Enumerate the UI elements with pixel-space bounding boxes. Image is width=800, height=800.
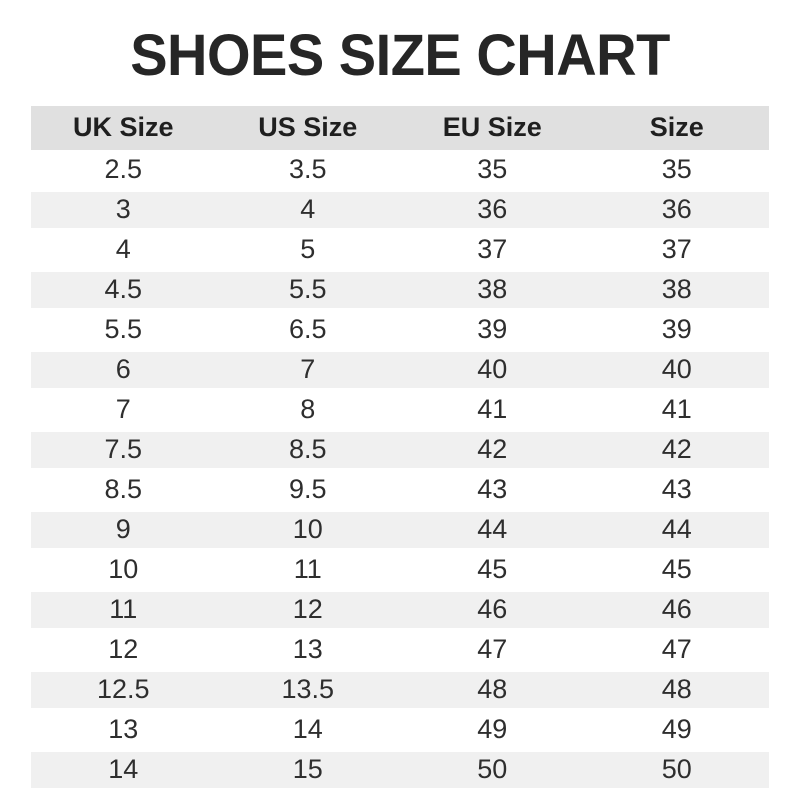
table-cell: 46: [661, 594, 692, 625]
table-row: 8.5 9.5 43 43: [31, 469, 769, 510]
table-cell: 10: [108, 554, 139, 585]
table-cell: 11: [293, 554, 322, 585]
table-cell: 46: [477, 594, 508, 625]
table-cell: 39: [477, 314, 508, 345]
table-cell: 5: [300, 234, 316, 265]
table-cell: 4: [115, 234, 131, 265]
table-cell: 50: [661, 754, 692, 785]
table-cell: 36: [477, 194, 508, 225]
table-row: 7 8 41 41: [31, 389, 769, 430]
table-cell: 3.5: [288, 154, 327, 185]
table-cell: 13.5: [281, 674, 335, 705]
table-cell: 41: [477, 394, 508, 425]
table-cell: 39: [661, 314, 692, 345]
table-row: 11 12 46 46: [31, 589, 769, 630]
table-cell: 4.5: [104, 274, 143, 305]
table-cell: 36: [661, 194, 692, 225]
table-cell: 40: [477, 354, 508, 385]
table-cell: 12.5: [96, 674, 150, 705]
table-row: 14 15 50 50: [31, 749, 769, 790]
table-cell: 13: [292, 634, 323, 665]
table-cell: 47: [477, 634, 508, 665]
table-cell: 2.5: [104, 154, 143, 185]
table-cell: 13: [108, 714, 139, 745]
table-row: 4.5 5.5 38 38: [31, 269, 769, 310]
table-row: 7.5 8.5 42 42: [31, 429, 769, 470]
table-cell: 38: [477, 274, 508, 305]
table-row: 3 4 36 36: [31, 189, 769, 230]
table-cell: 8.5: [288, 434, 327, 465]
table-cell: 3: [115, 194, 131, 225]
table-header-row: UK Size US Size EU Size Size: [31, 105, 769, 150]
table-row: 4 5 37 37: [31, 229, 769, 270]
table-cell: 37: [661, 234, 692, 265]
column-header-us-size: US Size: [258, 112, 358, 143]
size-chart-table: UK Size US Size EU Size Size 2.5 3.5 35 35 3…: [31, 105, 769, 790]
table-row: 12.5 13.5 48 48: [31, 669, 769, 710]
table-cell: 42: [661, 434, 692, 465]
table-cell: 7.5: [104, 434, 143, 465]
table-cell: 9.5: [288, 474, 327, 505]
column-header-size: Size: [649, 112, 704, 143]
table-cell: 5.5: [288, 274, 327, 305]
table-cell: 43: [661, 474, 692, 505]
table-row: 13 14 49 49: [31, 709, 769, 750]
page-title: SHOES SIZE CHART: [130, 22, 670, 88]
table-cell: 42: [477, 434, 508, 465]
table-cell: 6: [115, 354, 131, 385]
table-cell: 37: [477, 234, 508, 265]
table-cell: 5.5: [104, 314, 143, 345]
table-cell: 43: [477, 474, 508, 505]
table-cell: 50: [477, 754, 508, 785]
table-cell: 8.5: [104, 474, 143, 505]
table-row: 2.5 3.5 35 35: [31, 149, 769, 190]
table-cell: 11: [109, 594, 138, 625]
column-header-uk-size: UK Size: [72, 112, 174, 143]
table-cell: 45: [477, 554, 508, 585]
table-row: 9 10 44 44: [31, 509, 769, 550]
table-cell: 12: [292, 594, 323, 625]
table-cell: 35: [661, 154, 692, 185]
table-cell: 35: [477, 154, 508, 185]
table-body: 2.5 3.5 35 35 3 4 36 36 4 5 37 37 4.5 5.5 38 38 5.5 6.5 39…: [31, 149, 769, 790]
table-cell: 7: [300, 354, 316, 385]
table-cell: 49: [661, 714, 692, 745]
table-cell: 9: [115, 514, 131, 545]
table-cell: 7: [115, 394, 131, 425]
table-cell: 6.5: [288, 314, 327, 345]
table-cell: 49: [477, 714, 508, 745]
table-cell: 14: [292, 714, 323, 745]
table-row: 5.5 6.5 39 39: [31, 309, 769, 350]
table-cell: 47: [661, 634, 692, 665]
table-row: 10 11 45 45: [31, 549, 769, 590]
table-cell: 8: [300, 394, 316, 425]
table-cell: 15: [292, 754, 323, 785]
table-row: 6 7 40 40: [31, 349, 769, 390]
column-header-eu-size: EU Size: [442, 112, 542, 143]
table-cell: 44: [661, 514, 692, 545]
table-cell: 40: [661, 354, 692, 385]
table-cell: 44: [477, 514, 508, 545]
table-cell: 12: [108, 634, 139, 665]
table-cell: 38: [661, 274, 692, 305]
table-cell: 4: [300, 194, 316, 225]
table-cell: 48: [477, 674, 508, 705]
table-cell: 45: [661, 554, 692, 585]
table-cell: 41: [661, 394, 692, 425]
table-cell: 10: [292, 514, 323, 545]
table-cell: 14: [108, 754, 139, 785]
table-cell: 48: [661, 674, 692, 705]
table-row: 12 13 47 47: [31, 629, 769, 670]
